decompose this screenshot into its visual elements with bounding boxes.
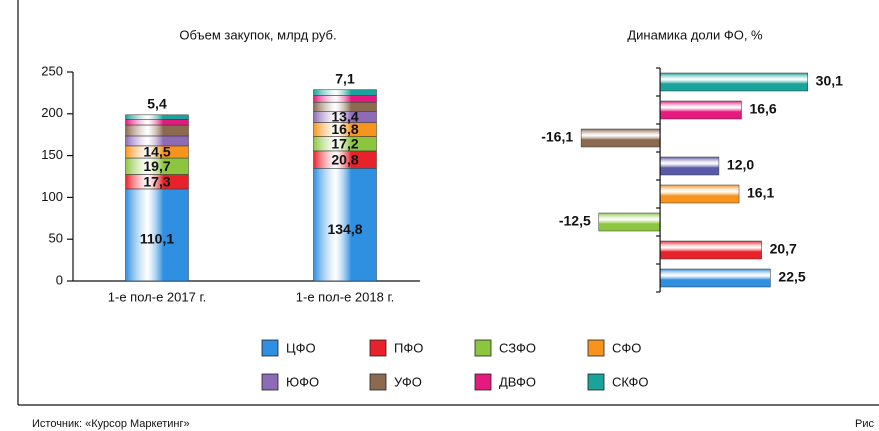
legend-swatch bbox=[369, 373, 387, 391]
value-label: -16,1 bbox=[541, 129, 573, 145]
figure-note: Рис bbox=[855, 418, 874, 430]
value-label: 20,7 bbox=[770, 241, 797, 257]
value-label: 14,5 bbox=[143, 144, 170, 160]
bar bbox=[659, 240, 762, 260]
value-label: 19,7 bbox=[143, 158, 170, 174]
value-label: 134,8 bbox=[327, 221, 362, 237]
bar-segment bbox=[125, 119, 189, 126]
y-tick-label: 0 bbox=[56, 272, 63, 287]
legend-swatch bbox=[261, 373, 279, 391]
legend-label: СКФО bbox=[612, 374, 649, 389]
bar bbox=[580, 128, 661, 148]
y-tick-label: 200 bbox=[41, 105, 63, 120]
bar bbox=[659, 72, 808, 92]
bar bbox=[659, 184, 740, 204]
legend-swatch bbox=[474, 339, 492, 357]
y-tick-label: 250 bbox=[41, 63, 63, 78]
value-label: 7,1 bbox=[335, 70, 355, 86]
bar-segment bbox=[313, 101, 377, 112]
value-label: 13,4 bbox=[331, 109, 358, 125]
legend-label: ЮФО bbox=[286, 374, 319, 389]
legend-swatch bbox=[587, 373, 605, 391]
y-tick-label: 50 bbox=[49, 231, 63, 246]
bar-segment bbox=[125, 135, 189, 147]
legend-swatch bbox=[474, 373, 492, 391]
x-tick-label: 1-е пол-е 2017 г. bbox=[108, 289, 206, 304]
value-label: 17,2 bbox=[331, 135, 358, 151]
value-label: 16,1 bbox=[747, 185, 774, 201]
y-tick-label: 100 bbox=[41, 189, 63, 204]
legend-label: ДВФО bbox=[499, 374, 536, 389]
bar-segment bbox=[125, 114, 189, 120]
y-tick-label: 150 bbox=[41, 147, 63, 162]
value-label: 5,4 bbox=[147, 96, 167, 112]
legend-swatch bbox=[587, 339, 605, 357]
legend-label: СФО bbox=[612, 340, 641, 355]
bar bbox=[659, 100, 742, 120]
legend-label: ПФО bbox=[394, 340, 423, 355]
value-label: 20,8 bbox=[331, 151, 358, 167]
legend-swatch bbox=[369, 339, 387, 357]
bar bbox=[598, 212, 661, 232]
chart-title: Динамика доли ФО, % bbox=[627, 27, 763, 42]
value-label: 110,1 bbox=[140, 230, 174, 246]
value-label: 12,0 bbox=[727, 157, 754, 173]
value-label: 30,1 bbox=[816, 73, 843, 89]
bar-segment bbox=[313, 95, 377, 103]
value-label: 17,3 bbox=[143, 173, 170, 189]
legend-label: ЦФО bbox=[286, 340, 316, 355]
bar-segment bbox=[125, 124, 189, 137]
legend-label: СЗФО bbox=[499, 340, 536, 355]
source: Источник: «Курсор Маркетинг» bbox=[32, 418, 190, 430]
value-label: 16,6 bbox=[749, 101, 776, 117]
bar-segment bbox=[313, 89, 377, 96]
value-label: -12,5 bbox=[559, 213, 591, 229]
legend-label: УФО bbox=[394, 374, 422, 389]
x-tick-label: 1-е пол-е 2018 г. bbox=[296, 289, 394, 304]
bar bbox=[659, 156, 720, 176]
value-label: 16,8 bbox=[331, 121, 358, 137]
bar bbox=[659, 268, 771, 288]
value-label: 22,5 bbox=[778, 269, 805, 285]
chart-title: Объем закупок, млрд руб. bbox=[179, 27, 336, 42]
legend-swatch bbox=[261, 339, 279, 357]
